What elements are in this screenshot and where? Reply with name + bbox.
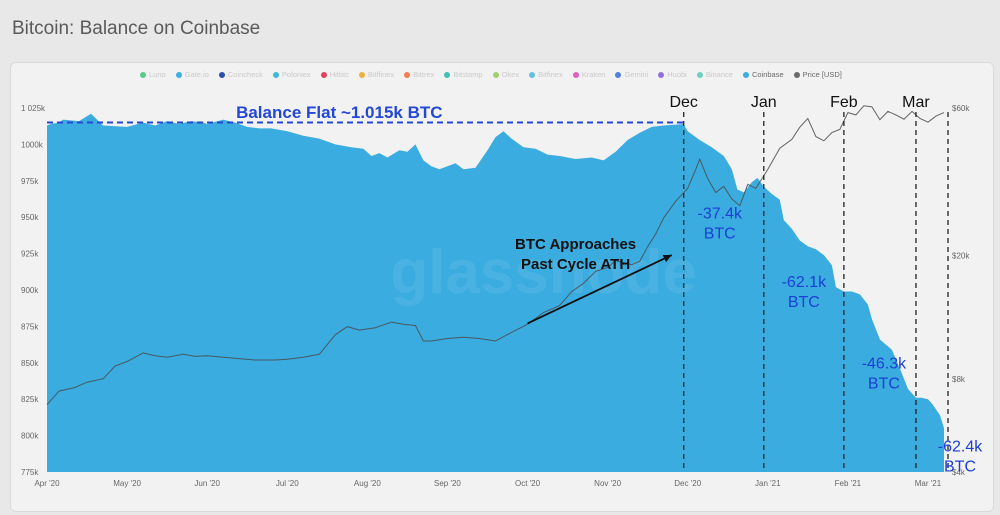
ath-arrow-shaft — [527, 254, 673, 325]
legend-label: Coincheck — [227, 70, 263, 79]
drop-unit-label: BTC — [788, 294, 820, 311]
legend-dot — [615, 71, 622, 78]
page-title: Bitcoin: Balance on Coinbase — [12, 18, 261, 39]
legend-item-poloniex[interactable]: Poloniex — [272, 70, 311, 79]
ath-annotation-label: Past Cycle ATH — [521, 256, 630, 273]
y-left-tick-label: 800k — [21, 432, 39, 441]
legend-label: Bittrex — [413, 70, 435, 79]
x-tick-label: Mar '21 — [915, 479, 942, 488]
x-tick-label: May '20 — [113, 479, 141, 488]
legend-item-okex[interactable]: Okex — [492, 70, 520, 79]
y-right-tick-label: $60k — [952, 104, 970, 113]
legend-item-bittrex[interactable]: Bittrex — [404, 70, 434, 79]
legend-label: Okex — [501, 70, 520, 79]
y-right-tick-label: $4k — [952, 468, 966, 477]
drop-value-label: -46.3k — [862, 356, 907, 373]
price-usd-line — [46, 105, 945, 406]
legend-item-coincheck[interactable]: Coincheck — [218, 70, 263, 79]
legend-label: Bitfinex — [538, 70, 563, 79]
flat-balance-label: Balance Flat ~1.015k BTC — [236, 103, 442, 122]
x-tick-label: Nov '20 — [594, 479, 621, 488]
legend-dot — [272, 71, 279, 78]
x-tick-label: Oct '20 — [515, 479, 541, 488]
x-tick-label: Jan '21 — [755, 479, 781, 488]
drop-value-label: -37.4k — [698, 206, 743, 223]
x-tick-label: Jun '20 — [194, 479, 220, 488]
x-tick-label: Apr '20 — [34, 479, 60, 488]
y-left-tick-label: 1 025k — [21, 104, 46, 113]
legend-dot — [358, 71, 365, 78]
legend-label: Gemini — [624, 70, 649, 79]
legend-dot — [793, 71, 800, 78]
legend-label: Kraken — [581, 70, 606, 79]
y-left-tick-label: 850k — [21, 359, 39, 368]
legend-label: Coinbase — [751, 70, 784, 79]
legend-dot — [529, 71, 536, 78]
legend-item-gemini[interactable]: Gemini — [615, 70, 648, 79]
legend-label: Luno — [149, 70, 166, 79]
legend-item-binance[interactable]: Binance — [696, 70, 733, 79]
y-left-tick-label: 775k — [21, 468, 39, 477]
y-right-tick-label: $20k — [952, 252, 970, 261]
y-left-tick-label: 875k — [21, 322, 39, 331]
legend-label: Price [USD] — [802, 70, 842, 79]
x-tick-label: Jul '20 — [276, 479, 299, 488]
y-right-tick-label: $8k — [952, 375, 966, 384]
legend-item-coinbase[interactable]: Coinbase — [742, 70, 784, 79]
legend-dot — [404, 71, 411, 78]
y-left-tick-label: 825k — [21, 395, 39, 404]
legend-item-huobi[interactable]: Huobi — [658, 70, 687, 79]
legend-dot — [696, 71, 703, 78]
month-label: Dec — [669, 94, 697, 111]
legend-label: Binance — [705, 70, 733, 79]
month-label: Jan — [751, 94, 777, 111]
legend-dot — [320, 71, 327, 78]
ath-annotation-label: BTC Approaches — [515, 236, 636, 253]
month-label: Feb — [830, 94, 858, 111]
legend-dot — [444, 71, 451, 78]
legend-item-bitflinex[interactable]: Bitflinex — [358, 70, 395, 79]
legend-item-gate-io[interactable]: Gate.io — [175, 70, 209, 79]
legend-item-bitfinex[interactable]: Bitfinex — [529, 70, 563, 79]
coinbase-balance-area — [47, 113, 944, 473]
legend-dot — [175, 71, 182, 78]
legend-dot — [492, 71, 499, 78]
legend-item-kraken[interactable]: Kraken — [572, 70, 606, 79]
y-left-tick-label: 950k — [21, 213, 39, 222]
legend-item-hitbtc[interactable]: Hitbtc — [320, 70, 349, 79]
x-tick-label: Aug '20 — [354, 479, 381, 488]
y-left-tick-label: 925k — [21, 250, 39, 259]
legend-label: Huobi — [667, 70, 687, 79]
legend-dot — [572, 71, 579, 78]
legend-label: Hitbtc — [329, 70, 349, 79]
legend-label: Poloniex — [281, 70, 311, 79]
legend-item-luno[interactable]: Luno — [140, 70, 166, 79]
legend-item-bitstamp[interactable]: Bitstamp — [444, 70, 483, 79]
drop-unit-label: BTC — [704, 226, 736, 243]
drop-unit-label: BTC — [868, 376, 900, 393]
legend-label: Bitstamp — [453, 70, 483, 79]
x-tick-label: Sep '20 — [434, 479, 461, 488]
y-left-tick-label: 900k — [21, 286, 39, 295]
legend-label: Bitflinex — [367, 70, 395, 79]
y-left-tick-label: 1000k — [21, 140, 44, 149]
legend-dot — [218, 71, 225, 78]
drop-value-label: -62.1k — [782, 274, 827, 291]
ath-arrow-head — [662, 254, 672, 263]
legend-dot — [658, 71, 665, 78]
legend-dot — [742, 71, 749, 78]
legend-dot — [140, 71, 146, 78]
drop-value-label: -62.4k — [938, 439, 983, 456]
legend-label: Gate.io — [184, 70, 209, 79]
legend-item-price-usd[interactable]: Price [USD] — [793, 70, 842, 79]
month-label: Mar — [902, 94, 930, 111]
drop-unit-label: BTC — [944, 459, 976, 476]
y-left-tick-label: 975k — [21, 177, 39, 186]
x-tick-label: Feb '21 — [835, 479, 862, 488]
chart-legend: Luno Gate.io Coincheck Poloniex Hitbtc Bitfli… — [140, 70, 842, 79]
x-tick-label: Dec '20 — [674, 479, 701, 488]
